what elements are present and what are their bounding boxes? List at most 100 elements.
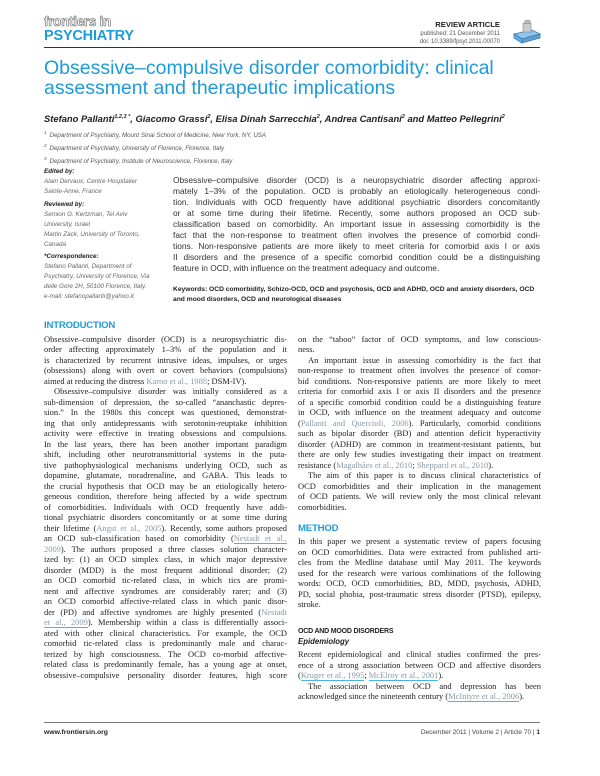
text-line: shift, including other neurotransmittori… bbox=[44, 449, 287, 459]
subsubsection-heading: Epidemiology bbox=[298, 637, 350, 646]
affiliation-text: Department of Psychiatry, Institute of N… bbox=[49, 158, 233, 166]
text-line: PD, social phobia, post-traumatic stress… bbox=[298, 588, 541, 599]
text-line: (Pallanti and Quercioli, 2006). Particul… bbox=[298, 417, 541, 428]
author-affiliation-marker: 2 bbox=[316, 113, 320, 120]
citation-link[interactable]: McIntyre et al., 2006 bbox=[448, 691, 520, 702]
text-line: such as bipolar disorder (BD) and attent… bbox=[298, 428, 541, 438]
abstract: Obsessive–compulsive disorder (OCD) is a… bbox=[173, 175, 540, 274]
text-line: tive pathophysiological mechanisms under… bbox=[44, 459, 287, 470]
sidebar-group: *Correspondence: Stefano Pallanti, Depart… bbox=[44, 252, 169, 302]
text-line: activity were effective in treating obse… bbox=[44, 428, 287, 438]
keywords: Keywords: OCD comorbidity, Schizo-OCD, O… bbox=[173, 285, 540, 305]
abstract-line: II disorders and the presence of a speci… bbox=[173, 252, 540, 262]
abstract-line: tion. Individuals with OCD frequently ha… bbox=[173, 197, 540, 207]
title-line: assessment and therapeutic implications bbox=[44, 76, 396, 99]
text-line: ing that only antidepressants with serot… bbox=[44, 417, 287, 428]
sidebar-line[interactable]: e-mail: stefanopallanti@yahoo.it bbox=[44, 293, 134, 300]
journal-logo-name: PSYCHIATRY bbox=[44, 28, 134, 44]
author-name: Elisa Dinah Sarrecchia bbox=[215, 113, 317, 124]
text-line: bid conditions. Non-responsive patients … bbox=[298, 375, 541, 386]
page-number: 1 bbox=[536, 729, 540, 736]
sidebar-line: Martin Zack, University of Toronto, bbox=[44, 230, 140, 238]
sidebar-line: delle Gore 2H, 50100 Florence, Italy. bbox=[44, 283, 147, 290]
citation-link[interactable]: Sheppard et al., 2010 bbox=[416, 459, 489, 470]
text-line: 2009). The authors proposed a three clas… bbox=[44, 543, 287, 554]
text-line: sion.” In the 1980s this concept was que… bbox=[44, 407, 287, 417]
doi: doi: 10.3389/fpsyt.2011.00070 bbox=[419, 39, 500, 45]
citation-link[interactable]: McElroy et al., 2001 bbox=[368, 670, 439, 681]
text-line: an OCD sub-classification based on comor… bbox=[44, 533, 287, 544]
section-heading: INTRODUCTION bbox=[44, 320, 116, 331]
text-line: The aim of this paper is to discuss clin… bbox=[308, 470, 541, 480]
text-line: der (PD) and affective syndromes are hig… bbox=[44, 606, 287, 617]
text-line: the crucial hypothesis that OCD may be a… bbox=[44, 480, 287, 491]
text-line: acknowledged since the nineteenth centur… bbox=[298, 691, 525, 702]
paragraph: Obsessive–compulsive disorder was initia… bbox=[44, 386, 287, 680]
text-line: an OCD comorbid affective-related class … bbox=[44, 596, 287, 606]
citation-link[interactable]: et al., 2009 bbox=[44, 617, 88, 628]
text-line: their lifetime (Angst et al., 2005). Rec… bbox=[44, 522, 287, 533]
citation-link[interactable]: Kruger et al., 1995 bbox=[300, 670, 365, 681]
text-line: of OCD patients. We will review only the… bbox=[298, 491, 541, 501]
abstract-line: feature in OCD, with influence on the tr… bbox=[173, 263, 440, 273]
text-line: on OCD comorbidities. Data were extracte… bbox=[298, 546, 541, 557]
author-name: Giacomo Grassi bbox=[135, 113, 208, 124]
citation-link[interactable]: 2009 bbox=[44, 543, 61, 554]
author-list: Stefano Pallanti1,2,3 *, Giacomo Grassi2… bbox=[44, 113, 505, 124]
text-line: an OCD comorbid tic-related class, in wh… bbox=[44, 575, 287, 585]
text-line: In this paper we present a systematic re… bbox=[298, 536, 541, 546]
sidebar-line: Stefano Pallanti, Department of bbox=[44, 263, 132, 270]
text-line: aimed at reducing the distress Karno et … bbox=[44, 375, 247, 386]
text-line: dopamine, glutamate, noradrenaline, and … bbox=[44, 470, 287, 480]
text-line: non-response to treatment often involves… bbox=[298, 365, 541, 375]
text-line: ated with other clinical characteristics… bbox=[44, 627, 287, 638]
text-line: related class is predominantly female, h… bbox=[44, 659, 287, 669]
citation-link[interactable]: Karno et al., 1988 bbox=[146, 375, 208, 386]
text-line: in OCD, with influence on the treatment … bbox=[298, 407, 541, 417]
text-line: resistance (Magalhães et al., 2010; Shep… bbox=[298, 459, 494, 470]
text-line: words: OCD, OCD comorbidities, BD, MDD, … bbox=[298, 578, 541, 588]
journal-logo-top: frontiers in bbox=[44, 14, 112, 29]
text-line: tional psychiatric disorders concomitant… bbox=[44, 512, 287, 522]
author-name: Matteo Pellegrini bbox=[426, 113, 502, 124]
paragraph: on the “taboo” factor of OCD symptoms, a… bbox=[298, 334, 541, 355]
footer-issue-info: December 2011 | Volume 2 | Article 70 | … bbox=[421, 729, 540, 736]
section-heading: METHOD bbox=[298, 522, 339, 534]
affiliation-text: Department of Psychiatry, Mount Sinai Sc… bbox=[49, 132, 267, 140]
text-line: nent and affective syndromes are conside… bbox=[44, 585, 287, 596]
text-line: comorbidities. bbox=[298, 501, 347, 512]
issue-info: December 2011 | Volume 2 | Article 70 | bbox=[420, 729, 537, 736]
article-meta: REVIEW ARTICLE published: 21 December 20… bbox=[419, 20, 500, 47]
author-affiliation-marker: 2 bbox=[401, 113, 405, 120]
author-name: Andrea Cantisani bbox=[324, 113, 402, 124]
journal-seal-icon bbox=[512, 20, 542, 44]
text-line: criteria for comorbid axis I or axis II … bbox=[298, 386, 541, 396]
sidebar-line: Canada bbox=[44, 240, 67, 248]
citation-link[interactable]: Magalhães et al., 2010 bbox=[336, 459, 413, 470]
affiliation-number: 1 bbox=[44, 130, 47, 135]
author-affiliation-marker: 2 bbox=[207, 113, 211, 120]
text-line: Recent epidemiological and clinical stud… bbox=[298, 649, 541, 659]
paragraph: The aim of this paper is to discuss clin… bbox=[298, 470, 541, 512]
text-line: is characterized by recurrent intrusive … bbox=[44, 354, 287, 365]
sidebar-label: Edited by: bbox=[44, 168, 75, 175]
abstract-line: fact that the non-response to treatment … bbox=[173, 230, 540, 240]
citation-link[interactable]: Nestadt et al., bbox=[233, 533, 287, 544]
paragraph: The association between OCD and depressi… bbox=[298, 681, 541, 702]
title-line: Obsessive–compulsive disorder comorbidit… bbox=[44, 57, 494, 79]
text-line: on the “taboo” factor of OCD symptoms, a… bbox=[298, 333, 541, 344]
editorial-sidebar: Edited by: Alain Dervaux, Centre Hospital… bbox=[44, 167, 169, 305]
text-line: of comorbidities. Individuals with OCD f… bbox=[44, 501, 287, 512]
citation-link[interactable]: Nestadt bbox=[261, 606, 287, 617]
footer-website-link[interactable]: www.frontiersin.org bbox=[44, 729, 108, 736]
affiliations: 1 Department of Psychiatry, Mount Sinai S… bbox=[44, 128, 266, 167]
text-line: ized by: (1) an OCD simplex class, in wh… bbox=[44, 554, 287, 564]
text-line: obsessive–compulsive personality disorde… bbox=[44, 669, 287, 680]
abstract-line: or at some time during their lifetime. R… bbox=[173, 208, 540, 218]
body-column-right: on the “taboo” factor of OCD symptoms, a… bbox=[298, 334, 541, 702]
citation-link[interactable]: Angst et al., 2005 bbox=[96, 522, 162, 533]
citation-link[interactable]: Pallanti and Quercioli, 2006 bbox=[300, 417, 409, 428]
affiliation: 3 Department of Psychiatry, Institute of … bbox=[44, 154, 266, 167]
affiliation-number: 2 bbox=[44, 143, 47, 149]
text-line: terized by high consciousness. The OCD c… bbox=[44, 648, 287, 659]
